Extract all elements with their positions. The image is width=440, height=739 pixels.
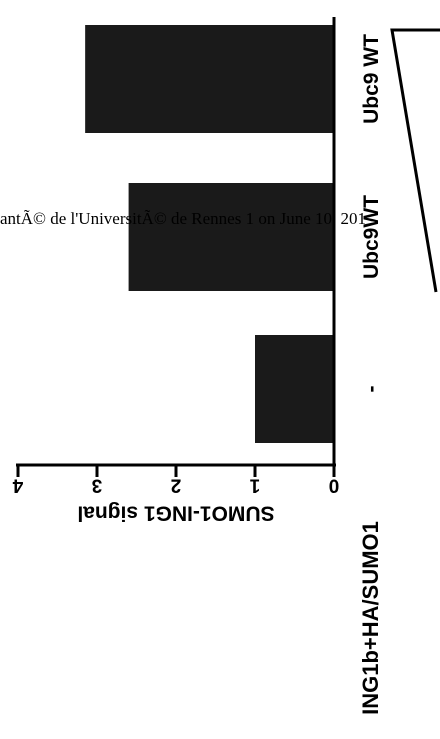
- tick-label: 1: [249, 475, 260, 496]
- ticks: 0 1 2 3 4: [12, 465, 339, 496]
- ramp-indicator: [390, 28, 440, 293]
- condition-label: ING1b+HA/SUMO1: [358, 521, 383, 715]
- tick-label: 4: [12, 475, 23, 496]
- tick-label: 0: [329, 475, 340, 496]
- tick-label: 3: [92, 475, 103, 496]
- bar-0: [255, 335, 334, 443]
- watermark-text: antÃ© de l'UniversitÃ© de Rennes 1 on Ju…: [0, 209, 366, 228]
- category-label: Ubc9 WT: [360, 34, 383, 124]
- category-labels: - Ubc9WT Ubc9 WT: [360, 34, 383, 393]
- category-label: -: [360, 386, 383, 393]
- bars: [85, 25, 335, 443]
- category-label: Ubc9WT: [360, 195, 383, 279]
- bar-2: [85, 25, 335, 133]
- tick-label: 2: [171, 475, 182, 496]
- y-axis-title: SUMO1-ING1 signal: [77, 502, 274, 525]
- bar-1: [128, 183, 334, 291]
